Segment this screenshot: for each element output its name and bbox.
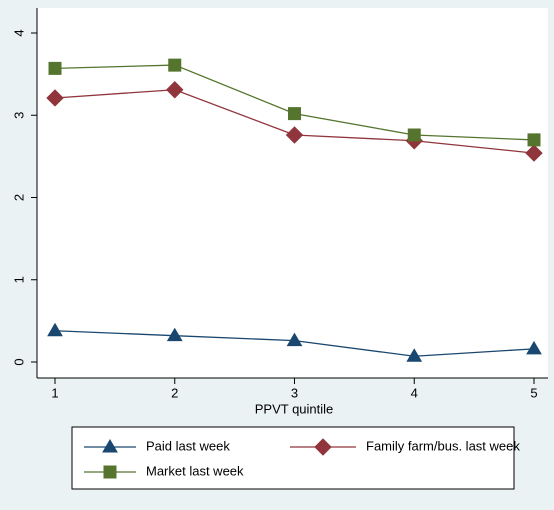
marker [47,322,63,337]
marker [166,81,184,99]
legend-label: Paid last week [146,438,230,453]
plot-area [37,8,548,378]
y-tick-label: 2 [11,194,26,201]
legend-label: Market last week [146,463,244,478]
legend [71,426,515,490]
x-tick-label: 3 [291,385,298,400]
x-tick-label: 4 [411,385,418,400]
marker [48,61,62,75]
x-tick-label: 1 [51,385,58,400]
x-tick-label: 5 [530,385,537,400]
x-tick-label: 2 [171,385,178,400]
marker [406,348,423,362]
marker [46,89,64,107]
marker [285,126,304,144]
legend-marker [314,438,332,456]
marker [288,107,301,121]
y-tick-label: 1 [11,276,26,283]
marker [168,58,182,72]
marker [526,340,542,355]
y-tick-label: 3 [11,112,26,119]
marker [525,144,543,162]
legend-marker [103,465,117,479]
marker [286,332,303,347]
marker [166,327,183,342]
legend-marker [102,439,118,453]
x-axis-title: PPVT quintile [255,401,334,416]
marker [407,128,421,142]
y-tick-label: 0 [11,358,26,365]
y-tick-label: 4 [11,29,26,36]
legend-label: Family farm/bus. last week [366,438,520,453]
marker [527,133,541,147]
